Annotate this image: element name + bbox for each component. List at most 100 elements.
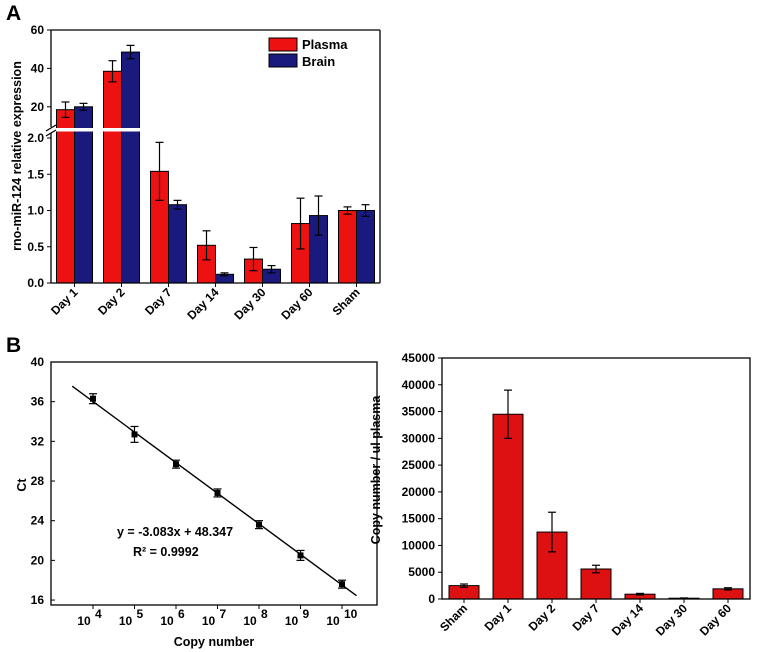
y-tick-label-lower-3: 1.5 — [27, 167, 44, 181]
b2-y-tick-label-0: 0 — [428, 592, 435, 606]
errorbar-brain-1 — [126, 44, 135, 60]
b2-errorbar-4 — [636, 592, 644, 596]
b2-x-tick-label-6: Day 60 — [697, 601, 734, 638]
x-tick-label-4: Day 30 — [231, 285, 268, 322]
errorbar-plasma-3 — [202, 230, 211, 261]
b1-x-tick-exp-1: 5 — [137, 607, 144, 621]
b1-x-tick-base-6: 10 — [326, 614, 340, 628]
errorbar-plasma-2 — [155, 141, 164, 201]
y-tick-label-lower-4: 2.0 — [27, 131, 44, 145]
data-point-4 — [256, 521, 262, 528]
errorbar-brain-5 — [314, 195, 323, 236]
errorbar-brain-3 — [220, 272, 229, 277]
errorbar-brain-2 — [173, 199, 182, 210]
errorbar-brain-4 — [267, 265, 276, 274]
b2-errorbar-6 — [724, 587, 732, 591]
b1-x-tick-base-5: 10 — [285, 614, 299, 628]
errorbar-plasma-6 — [343, 206, 352, 215]
b1-y-tick-label-0: 16 — [31, 593, 45, 607]
b2-y-tick-label-9: 45000 — [402, 351, 436, 365]
b1-y-tick-label-6: 40 — [31, 355, 45, 369]
bar-plasma-1 — [103, 70, 122, 284]
b2-x-tick-label-2: Day 2 — [526, 601, 559, 634]
bar-plasma-6 — [338, 210, 357, 284]
data-point-0 — [90, 395, 96, 402]
chart-b-standard-curve: Ct Copy number y = -3.083x + 48.347 R² =… — [15, 355, 378, 649]
b2-bar-1 — [492, 413, 524, 600]
b2-x-tick-label-5: Day 30 — [653, 601, 690, 638]
b1-x-tick-base-4: 10 — [243, 614, 257, 628]
bar-brain-1 — [121, 51, 140, 284]
data-point-3 — [214, 489, 221, 496]
errorbar-plasma-0 — [61, 101, 70, 118]
b1-y-tick-label-2: 24 — [31, 514, 45, 528]
chart-a: rno-miR-124 relative expression Plasma B… — [10, 23, 381, 322]
b1-y-tick-label-1: 20 — [31, 553, 45, 567]
data-point-2 — [173, 461, 179, 468]
bar-brain-6 — [356, 210, 375, 284]
b2-y-tick-label-4: 20000 — [402, 485, 436, 499]
x-tick-label-2: Day 7 — [142, 285, 175, 318]
b2-x-tick-label-1: Day 1 — [482, 601, 515, 634]
b1-x-tick-exp-0: 4 — [95, 607, 102, 621]
errorbar-brain-6 — [361, 204, 370, 217]
b2-errorbar-3 — [592, 564, 600, 574]
data-point-5 — [297, 552, 304, 559]
chart-a-y-axis-label: rno-miR-124 relative expression — [10, 61, 24, 251]
legend-label-plasma: Plasma — [302, 37, 348, 52]
errorbar-plasma-5 — [296, 197, 305, 250]
b1-x-tick-exp-2: 6 — [178, 607, 185, 621]
b1-x-tick-exp-3: 7 — [220, 607, 227, 621]
b2-y-tick-label-8: 40000 — [402, 378, 436, 392]
b1-x-tick-base-0: 10 — [77, 614, 91, 628]
x-tick-label-6: Sham — [330, 285, 363, 318]
x-tick-label-3: Day 14 — [184, 285, 221, 322]
b1-x-tick-base-1: 10 — [119, 614, 133, 628]
fit-line — [71, 385, 357, 597]
axis-break-band — [53, 128, 378, 132]
b1-y-tick-label-5: 36 — [31, 395, 45, 409]
chart-b1-y-axis-label: Ct — [15, 478, 29, 492]
b1-y-tick-label-4: 32 — [31, 434, 45, 448]
b2-y-tick-label-1: 5000 — [408, 565, 435, 579]
chart-b-copy-number: Copy number / ul plasma Sham Day 1 Day 2 Da… — [369, 351, 751, 638]
b1-x-tick-base-2: 10 — [160, 614, 174, 628]
legend-swatch-brain — [268, 53, 298, 68]
data-point-6 — [339, 581, 345, 588]
b2-y-tick-label-2: 10000 — [402, 538, 436, 552]
fit-equation-label: y = -3.083x + 48.347 — [117, 525, 233, 539]
b2-y-tick-label-5: 25000 — [402, 458, 436, 472]
b2-x-tick-label-3: Day 7 — [570, 601, 603, 634]
panel-b-label: B — [6, 334, 21, 357]
y-tick-label-upper-2: 60 — [31, 23, 45, 37]
x-tick-label-5: Day 60 — [278, 285, 315, 322]
data-point-1 — [131, 431, 138, 438]
b2-y-tick-label-6: 30000 — [402, 431, 436, 445]
b1-x-tick-exp-5: 9 — [303, 607, 310, 621]
b2-y-tick-label-3: 15000 — [402, 512, 436, 526]
b2-errorbar-1 — [504, 389, 512, 439]
bar-plasma-0 — [56, 109, 75, 284]
chart-b1-x-axis-label: Copy number — [174, 635, 255, 649]
axis-break-mark-1 — [45, 124, 57, 132]
b2-bar-3 — [580, 568, 612, 600]
panel-a-label: A — [6, 2, 21, 25]
b2-x-tick-label-4: Day 14 — [609, 601, 646, 638]
b2-x-tick-label-0: Sham — [437, 601, 470, 634]
b2-y-tick-label-7: 35000 — [402, 405, 436, 419]
bar-brain-0 — [74, 106, 93, 284]
chart-b1-frame — [50, 361, 378, 606]
b1-x-tick-exp-6: 10 — [344, 607, 358, 621]
chart-b2-y-axis-label: Copy number / ul plasma — [369, 395, 383, 545]
x-tick-label-1: Day 2 — [95, 285, 128, 318]
chart-b2-frame — [441, 357, 751, 600]
b2-errorbar-0 — [460, 583, 468, 588]
r-squared-label: R² = 0.9992 — [133, 545, 199, 559]
errorbar-plasma-1 — [108, 60, 117, 83]
legend-swatch-plasma — [268, 37, 298, 52]
chart-a-legend: Plasma Brain — [268, 37, 348, 69]
b1-x-tick-base-3: 10 — [202, 614, 216, 628]
b2-errorbar-2 — [548, 511, 556, 553]
b1-x-tick-exp-4: 8 — [261, 607, 268, 621]
